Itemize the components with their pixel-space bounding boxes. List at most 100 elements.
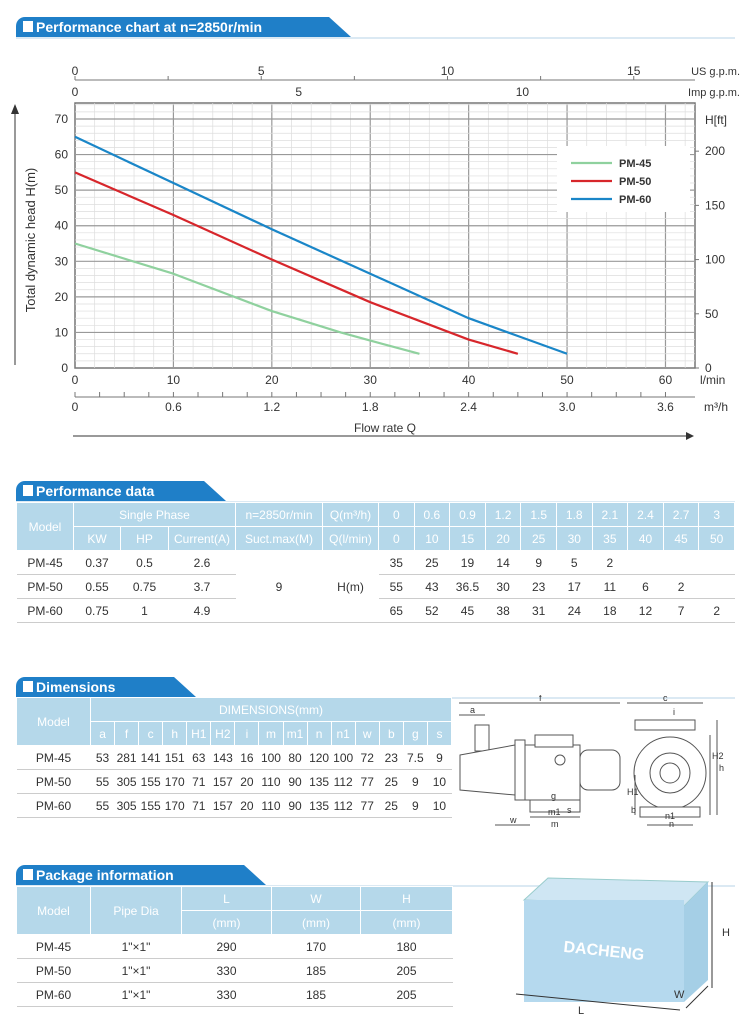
y-tick-label: 70: [55, 112, 69, 126]
imp-gpm-tick-label: 0: [72, 85, 79, 99]
cell-head: 12: [627, 598, 664, 623]
x-tick-label: 50: [560, 373, 574, 387]
q-lmin-value: 40: [627, 526, 664, 551]
col-dim-n: n: [306, 721, 332, 746]
cell-dim: 10: [427, 793, 452, 818]
x-tick-label: 0: [72, 373, 79, 387]
label-a: a: [470, 705, 475, 715]
q-m3h-value: 0.9: [449, 502, 486, 527]
label-w: w: [509, 815, 517, 825]
col-l: L: [181, 886, 272, 911]
cell-cur: 3.7: [168, 574, 236, 599]
col-dimensions: DIMENSIONS(mm): [90, 697, 452, 722]
pump-dimension-drawing: f a w m1 m s g c i h H2 H1 b n1 n: [459, 695, 724, 827]
cell-dim: 90: [283, 793, 308, 818]
col-dim-h2: H2: [210, 721, 236, 746]
x-tick-label: 20: [265, 373, 279, 387]
col-model: Model: [16, 886, 91, 935]
x-tick-label: 40: [462, 373, 476, 387]
cell-h: 205: [360, 958, 453, 983]
box-label-w: W: [674, 989, 685, 1001]
cell-pipe: 1"×1": [90, 958, 182, 983]
us-gpm-tick-label: 15: [627, 64, 641, 78]
legend-label: PM-60: [619, 194, 651, 206]
cell-dim: 9: [403, 769, 428, 794]
cell-dim: 170: [162, 793, 187, 818]
col-w-unit: (mm): [271, 910, 361, 935]
col-current: Current(A): [168, 526, 236, 551]
cell-dim: 157: [210, 793, 235, 818]
label-h1: H1: [627, 787, 639, 797]
cell-dim: 110: [258, 793, 283, 818]
q-lmin-value: 25: [520, 526, 557, 551]
cell-dim: 71: [186, 769, 211, 794]
imp-gpm-unit: Imp g.p.m.: [688, 87, 740, 99]
us-gpm-tick-label: 5: [258, 64, 265, 78]
col-q-m3h: Q(m³/h): [322, 502, 379, 527]
col-dim-m1: m1: [282, 721, 308, 746]
cell-w: 185: [271, 982, 361, 1007]
y-axis-arrowhead: [11, 104, 19, 114]
col-pipe-dia: Pipe Dia: [90, 886, 182, 935]
cell-dim: 155: [138, 769, 163, 794]
m3h-tick-label: 2.4: [460, 400, 477, 414]
x-tick-label: 30: [364, 373, 378, 387]
cell-l: 330: [181, 982, 272, 1007]
cell-dim: 53: [90, 745, 115, 770]
cell-model: PM-50: [16, 769, 91, 794]
cell-dim: 10: [427, 769, 452, 794]
cell-dim: 63: [186, 745, 211, 770]
cell-head: 55: [378, 574, 415, 599]
label-n: n: [669, 819, 674, 827]
cell-dim: 9: [403, 793, 428, 818]
ft-tick-label: 200: [705, 144, 725, 158]
cell-head: 65: [378, 598, 415, 623]
label-b: b: [631, 805, 636, 815]
q-m3h-value: 1.5: [520, 502, 557, 527]
label-h2: H2: [712, 751, 724, 761]
cell-dim: 112: [331, 793, 356, 818]
cell-head: [698, 550, 735, 575]
box-label-l: L: [578, 1005, 584, 1017]
dimensions-table: Model DIMENSIONS(mm) a f c h H1 H2 i m m1 n n1 w b g s…: [16, 697, 453, 818]
cell-dim: 141: [138, 745, 163, 770]
cell-head: 11: [592, 574, 628, 599]
package-box-illustration: DACHENG H L W: [515, 877, 730, 1017]
us-gpm-unit: US g.p.m.: [691, 66, 740, 78]
y-tick-label: 50: [55, 183, 69, 197]
us-gpm-tick-label: 0: [72, 64, 79, 78]
perf-section-title: Performance data: [16, 481, 226, 501]
cell-head: 30: [485, 574, 521, 599]
cell-head: 35: [378, 550, 415, 575]
label-h: h: [719, 763, 724, 773]
m3h-tick-label: 1.2: [263, 400, 280, 414]
col-dim-f: f: [114, 721, 140, 746]
cell-dim: 120: [307, 745, 332, 770]
q-lmin-value: 30: [555, 526, 593, 551]
col-q-lmin: Q(l/min): [322, 526, 379, 551]
col-dim-h1: H1: [186, 721, 212, 746]
cell-head: [627, 550, 664, 575]
cell-dim: 77: [355, 793, 380, 818]
package-table: Model Pipe Dia L W H (mm) (mm) (mm) PM-4…: [16, 886, 453, 1007]
cell-w: 170: [271, 934, 361, 959]
q-m3h-value: 0.6: [413, 502, 451, 527]
chart-section-header: Performance chart at n=2850r/min: [16, 17, 735, 39]
series-line-pm-50: [74, 171, 519, 355]
cell-pipe: 1"×1": [90, 934, 182, 959]
cell-model: PM-50: [16, 958, 91, 983]
cell-head: 2: [663, 574, 699, 599]
cell-l: 330: [181, 958, 272, 983]
col-dim-a: a: [89, 721, 116, 746]
x-tick-label: 10: [167, 373, 181, 387]
cell-head: [698, 574, 735, 599]
cell-dim: 170: [162, 769, 187, 794]
cell-cur: 4.9: [168, 598, 236, 623]
cell-head: 23: [520, 574, 557, 599]
cell-kw: 0.37: [73, 550, 121, 575]
cell-head: 18: [592, 598, 628, 623]
cell-dim: 71: [186, 793, 211, 818]
cell-hp: 0.5: [120, 550, 169, 575]
col-dim-h: h: [162, 721, 188, 746]
cell-model: PM-50: [16, 574, 74, 599]
